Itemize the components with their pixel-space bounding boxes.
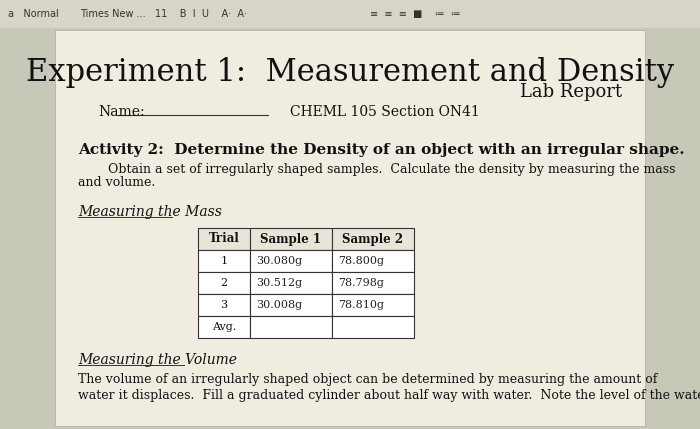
Text: 1: 1	[220, 256, 228, 266]
Bar	[332, 316, 414, 338]
Text: Obtain a set of irregularly shaped samples.  Calculate the density by measuring : Obtain a set of irregularly shaped sampl…	[108, 163, 675, 175]
Bar	[250, 250, 332, 272]
Text: Avg.: Avg.	[212, 322, 236, 332]
Bar	[55, 30, 645, 426]
Text: ≡  ≡  ≡  ■    ≔  ≔: ≡ ≡ ≡ ■ ≔ ≔	[370, 9, 461, 19]
Text: a   Normal: a Normal	[8, 9, 59, 19]
Text: Times New ...   11    B  I  U    A·  A·: Times New ... 11 B I U A· A·	[80, 9, 247, 19]
Text: Sample 2: Sample 2	[342, 233, 404, 245]
Bar	[332, 228, 414, 250]
Text: 78.798g: 78.798g	[338, 278, 384, 288]
Text: Lab Report: Lab Report	[520, 83, 622, 101]
Text: 78.810g: 78.810g	[338, 300, 384, 310]
Text: Measuring the Mass: Measuring the Mass	[78, 205, 222, 219]
Bar	[198, 316, 250, 338]
Text: 30.008g: 30.008g	[256, 300, 302, 310]
Text: Sample 1: Sample 1	[260, 233, 321, 245]
Text: CHEML 105 Section ON41: CHEML 105 Section ON41	[290, 105, 480, 119]
Text: water it displaces.  Fill a graduated cylinder about half way with water.  Note : water it displaces. Fill a graduated cyl…	[78, 389, 700, 402]
Text: 30.080g: 30.080g	[256, 256, 302, 266]
Bar	[0, 0, 700, 28]
Text: Experiment 1:  Measurement and Density: Experiment 1: Measurement and Density	[26, 57, 674, 88]
Text: 30.512g: 30.512g	[256, 278, 302, 288]
Text: 3: 3	[220, 300, 228, 310]
Bar	[332, 250, 414, 272]
Bar	[250, 316, 332, 338]
Bar	[250, 272, 332, 294]
Bar	[198, 228, 250, 250]
Text: 78.800g: 78.800g	[338, 256, 384, 266]
Text: Trial: Trial	[209, 233, 239, 245]
Text: Measuring the Volume: Measuring the Volume	[78, 353, 237, 367]
Text: 2: 2	[220, 278, 228, 288]
Bar	[332, 272, 414, 294]
Bar	[198, 294, 250, 316]
Text: The volume of an irregularly shaped object can be determined by measuring the am: The volume of an irregularly shaped obje…	[78, 374, 657, 387]
Bar	[198, 250, 250, 272]
Text: Activity 2:  Determine the Density of an object with an irregular shape.: Activity 2: Determine the Density of an …	[78, 143, 685, 157]
Bar	[332, 294, 414, 316]
Text: and volume.: and volume.	[78, 176, 155, 190]
Bar	[250, 228, 332, 250]
Text: Name:: Name:	[98, 105, 145, 119]
Bar	[198, 272, 250, 294]
Bar	[250, 294, 332, 316]
